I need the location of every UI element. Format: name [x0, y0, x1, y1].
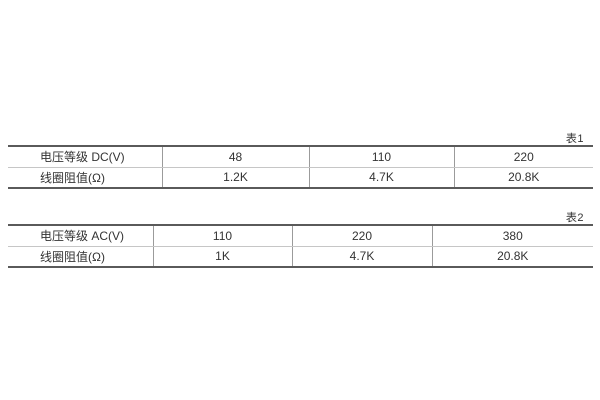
row-header-cell: 线圈阻值(Ω) [40, 249, 105, 264]
table2-label: 表2 [565, 212, 584, 224]
value-cell: 1.2K [161, 167, 309, 188]
value-cell: 4.7K [308, 167, 454, 188]
row-header-cell: 电压等级 DC(V) [8, 146, 162, 168]
table2-voltage-ac: 电压等级 AC(V) 110 220 380 线圈阻值(Ω) 1K 4.7K 2… [8, 224, 593, 268]
table-row: 电压等级 AC(V) 110 220 380 [8, 225, 593, 247]
value-cell: 4.7K [291, 246, 432, 267]
value-cell: 220 [453, 146, 593, 168]
value-cell: 1K [152, 246, 292, 267]
value-cell: 20.8K [453, 167, 593, 188]
row-header-cell: 电压等级 AC(V) [8, 225, 153, 247]
table1-voltage-dc: 电压等级 DC(V) 48 110 220 线圈阻值(Ω) 1.2K 4.7K … [8, 145, 593, 189]
table-row: 电压等级 DC(V) 48 110 220 [8, 146, 593, 168]
row-header-cell: 线圈阻值(Ω) [40, 170, 105, 185]
value-cell: 48 [161, 146, 309, 168]
table-row: 线圈阻值(Ω) 1.2K 4.7K 20.8K [8, 167, 593, 188]
value-cell: 380 [431, 225, 593, 247]
table1-label: 表1 [565, 133, 584, 145]
table-row: 线圈阻值(Ω) 1K 4.7K 20.8K [8, 246, 593, 267]
value-cell: 220 [291, 225, 432, 247]
value-cell: 110 [152, 225, 292, 247]
value-cell: 110 [308, 146, 454, 168]
value-cell: 20.8K [431, 246, 593, 267]
